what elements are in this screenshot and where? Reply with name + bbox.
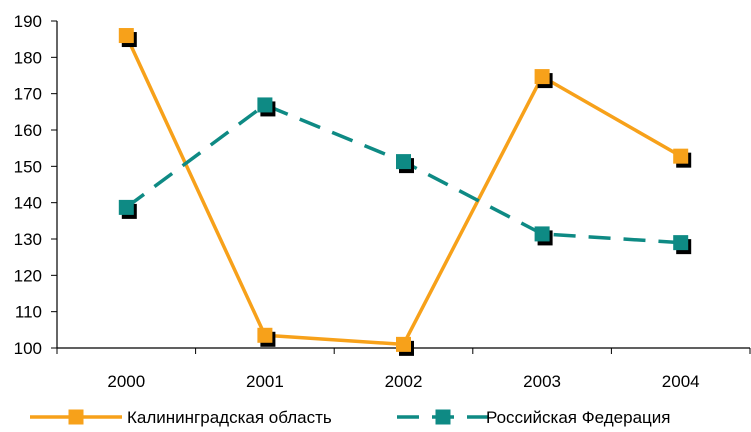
data-point [257,97,273,113]
y-tick-label: 130 [14,230,42,249]
x-tick-label: 2001 [246,372,284,391]
x-tick-label: 2000 [107,372,145,391]
data-point [257,327,273,343]
data-point [673,148,689,164]
legend-label: Калининградская область [127,408,332,427]
y-tick-label: 100 [14,339,42,358]
legend-marker [435,409,451,425]
legend: Калининградская область Российская Федера… [30,408,670,427]
axes: 100 110 120 130 140 150 160 170 180 190 2000 2001 20… [14,12,751,391]
x-tick-label: 2003 [523,372,561,391]
y-tick-label: 120 [14,266,42,285]
y-tick-label: 180 [14,48,42,67]
data-point [534,226,550,242]
series-1 [118,28,692,356]
data-point [396,336,411,352]
y-tick-label: 110 [15,303,42,322]
x-tick-label: 2002 [385,372,423,391]
data-point [396,154,411,170]
data-point [534,69,550,85]
y-tick-label: 190 [14,12,42,31]
y-tick-label: 160 [14,121,42,140]
series-line [125,103,681,245]
series-layer [118,28,692,356]
legend-marker [68,409,84,425]
data-point [673,235,689,251]
y-tick-label: 150 [14,157,42,176]
data-point [118,28,134,44]
legend-label: Российская Федерация [486,408,670,427]
y-tick-label: 140 [14,194,42,213]
data-point [118,199,134,215]
legend-item-2: Российская Федерация [397,408,670,427]
legend-item-1: Калининградская область [30,408,332,427]
x-tick-label: 2004 [662,372,700,391]
series-2 [118,97,692,255]
series-line [124,34,682,347]
y-tick-label: 170 [14,85,42,104]
